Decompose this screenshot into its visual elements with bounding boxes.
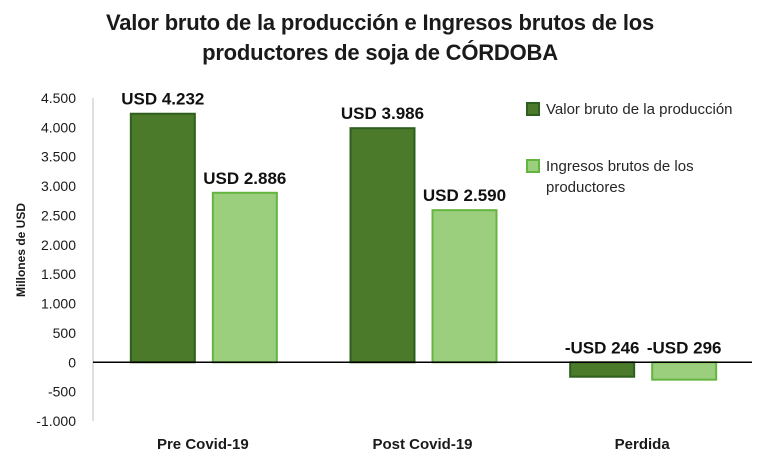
y-tick-label: 3.500: [41, 149, 76, 165]
chart-title-line-1: Valor bruto de la producción e Ingresos …: [105, 10, 655, 35]
y-tick-label: 2.500: [41, 207, 76, 223]
bar: [651, 361, 718, 381]
x-category-label: Perdida: [615, 436, 671, 453]
legend-item-ingresos-brutos: Ingresos brutos de los productores: [526, 156, 746, 198]
bar: [569, 361, 636, 378]
y-tick-label: 2.000: [41, 237, 76, 253]
data-label: -USD 296: [647, 338, 722, 357]
bar: [349, 127, 416, 364]
y-tick-label: 4.500: [41, 90, 76, 106]
data-label: -USD 246: [565, 338, 640, 357]
y-tick-label: 0: [68, 354, 76, 370]
x-category-label: Post Covid-19: [372, 436, 472, 453]
y-tick-label: 4.000: [41, 119, 76, 135]
chart-title-line-2: productores de soja de CÓRDOBA: [202, 40, 558, 65]
y-tick-label: 3.000: [41, 178, 76, 194]
legend-item-valor-bruto: Valor bruto de la producción: [526, 99, 733, 120]
data-label: USD 4.232: [121, 90, 204, 109]
y-tick-label: 1.500: [41, 266, 76, 282]
bar: [431, 209, 498, 364]
y-tick-label: -500: [48, 384, 76, 400]
y-tick-label: -1.000: [36, 413, 76, 429]
legend-swatch-valor-bruto: [526, 102, 540, 116]
y-tick-label: 500: [53, 325, 77, 341]
x-category-label: Pre Covid-19: [157, 436, 249, 453]
data-label: USD 2.590: [423, 186, 506, 205]
bar: [129, 112, 196, 364]
y-tick-label: 1.000: [41, 296, 76, 312]
bar: [211, 191, 278, 364]
legend-swatch-ingresos-brutos: [526, 159, 540, 173]
legend-label-valor-bruto: Valor bruto de la producción: [546, 101, 733, 118]
data-label: USD 3.986: [341, 104, 424, 123]
data-label: USD 2.886: [203, 169, 286, 188]
legend-label-ingresos-brutos: Ingresos brutos de los productores: [546, 158, 694, 196]
